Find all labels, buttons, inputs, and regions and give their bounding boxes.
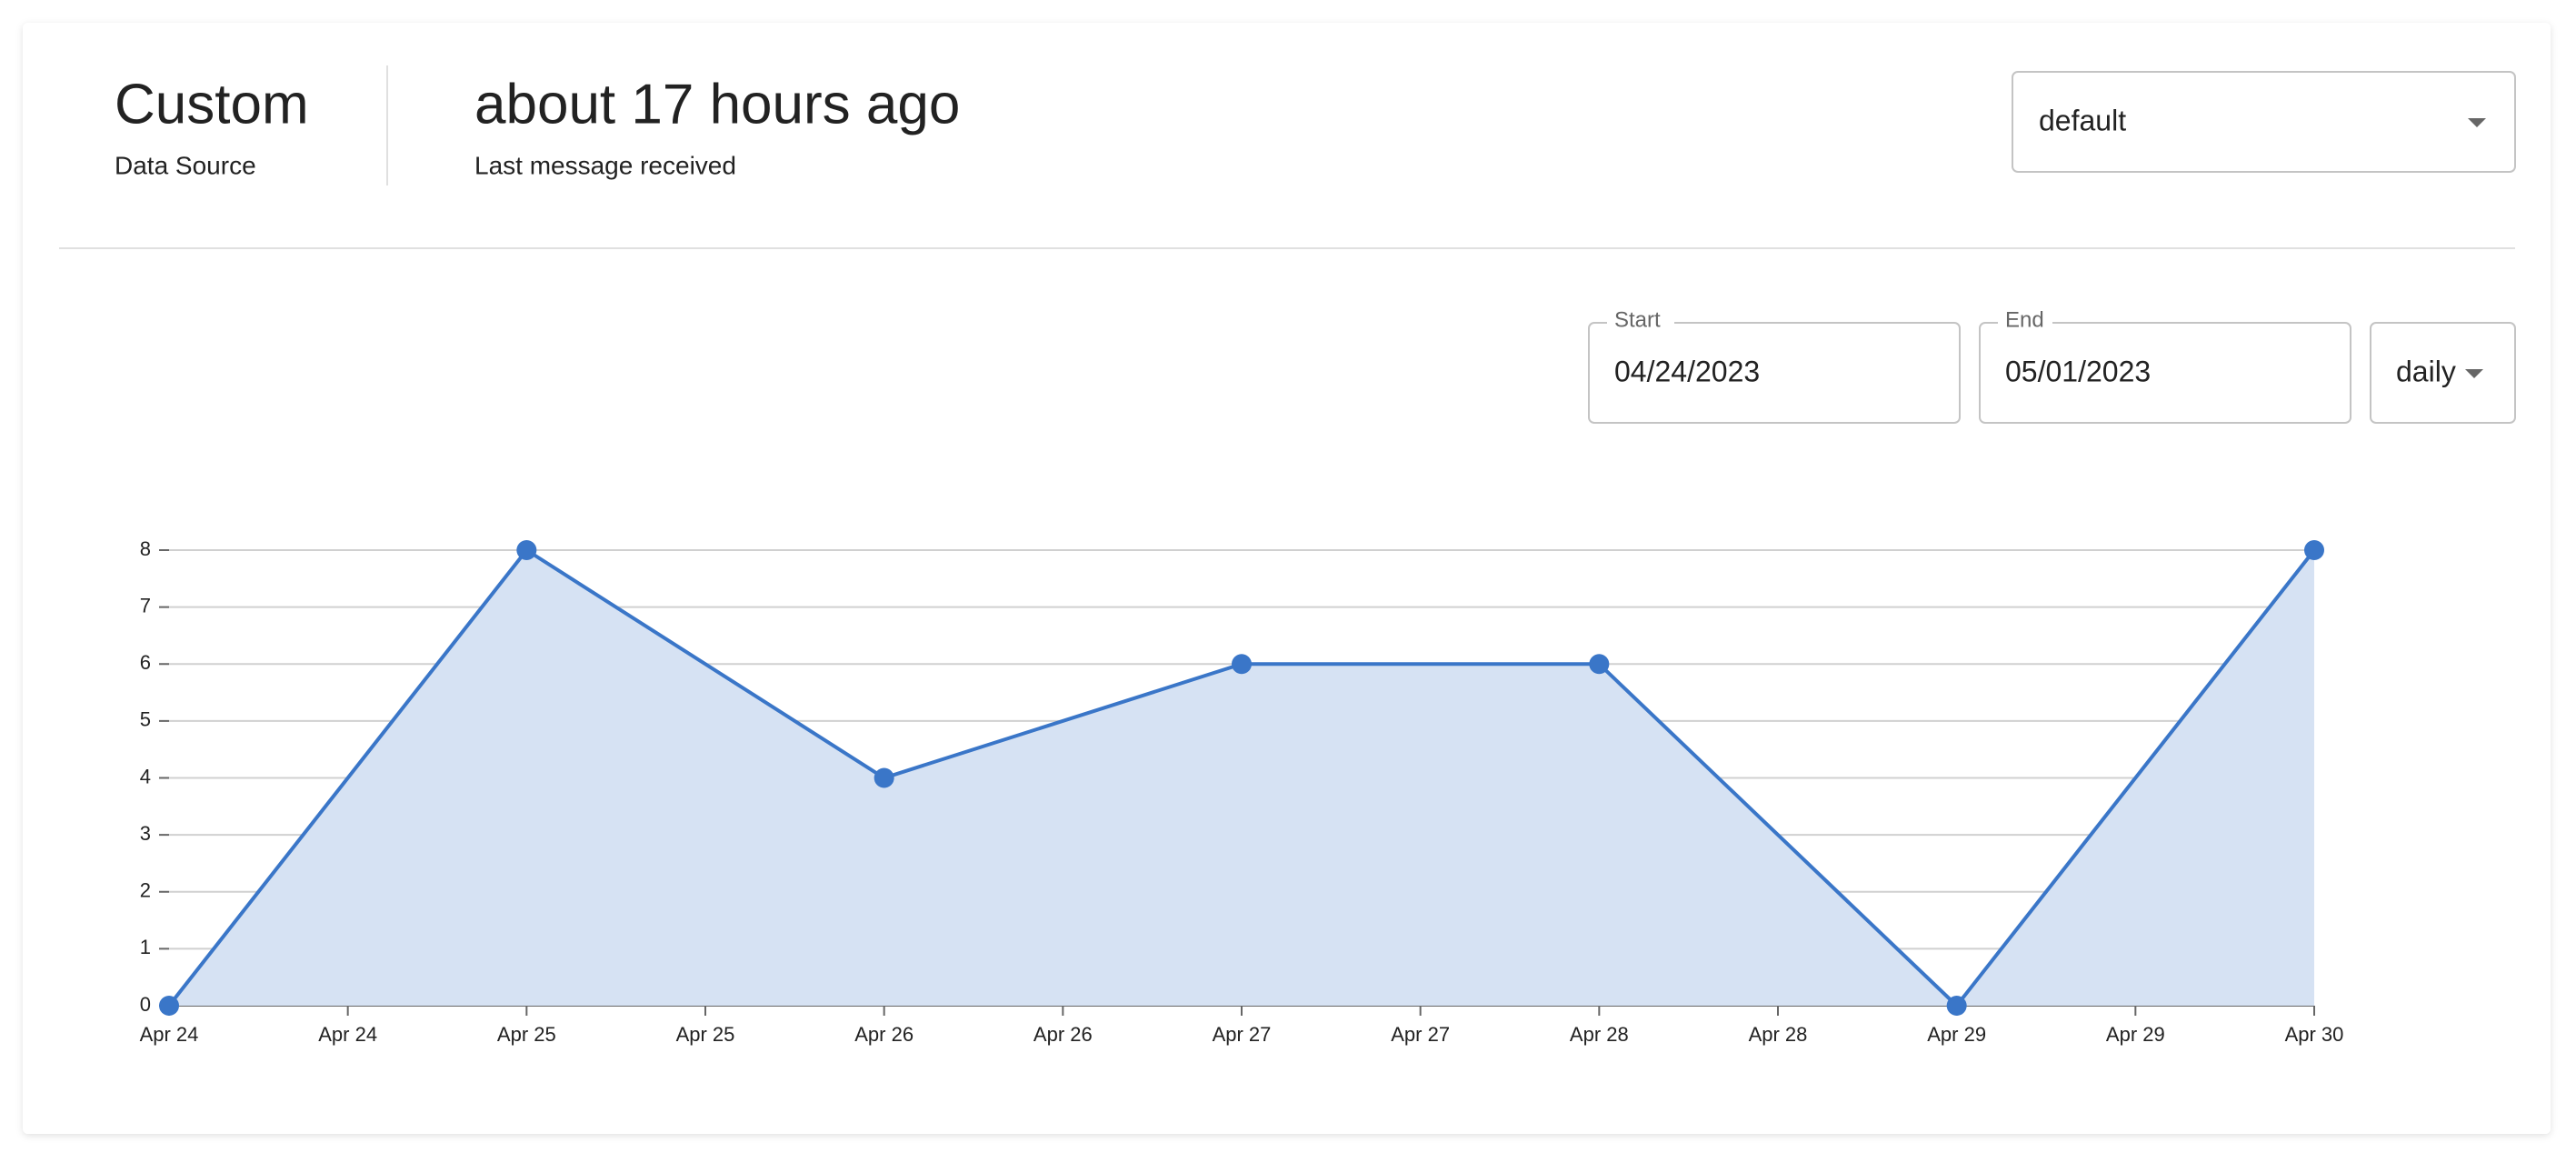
source-caption: Data Source [115,151,256,179]
start-label: Start [1614,307,1661,332]
dropdown-icon [2465,369,2483,378]
x-tick-label: Apr 27 [1391,1023,1450,1046]
end-input[interactable] [1979,322,2351,424]
select-box[interactable] [2012,71,2516,173]
x-tick-label: Apr 26 [854,1023,914,1046]
x-tick-label: Apr 30 [2285,1023,2344,1046]
start-input[interactable] [1588,322,1961,424]
end-value: 05/01/2023 [2005,355,2151,387]
y-tick-label: 7 [140,594,151,617]
x-tick-label: Apr 29 [2106,1023,2165,1046]
interval-value: daily [2396,355,2456,387]
y-tick-label: 4 [140,765,151,787]
x-tick-label: Apr 28 [1570,1023,1629,1046]
point [1589,654,1610,675]
start-value: 04/24/2023 [1614,355,1760,387]
y-tick-label: 3 [140,822,151,845]
select-value: default [2039,104,2126,136]
point [1946,996,1967,1016]
y-tick-label: 6 [140,651,151,674]
y-tick-label: 5 [140,708,151,731]
dropdown-icon [2468,118,2486,127]
y-tick-label: 8 [140,537,151,560]
last-message-caption: Last message received [474,151,736,179]
point [874,767,894,788]
label-gap [1607,309,1674,331]
y-tick-label: 1 [140,936,151,958]
last-message: about 17 hours ago [474,73,960,135]
end-label: End [2005,307,2044,332]
interval-select[interactable] [2370,322,2516,424]
x-tick-label: Apr 27 [1213,1023,1272,1046]
source-title: Custom [115,73,309,135]
x-tick-label: Apr 25 [497,1023,556,1046]
point [2304,540,2324,560]
y-tick-label: 2 [140,879,151,902]
x-tick-label: Apr 28 [1749,1023,1808,1046]
point [159,996,179,1016]
chart: 0 1 2 3 4 5 6 7 8 Apr 24 Apr 24 Apr 25 Apr 25 Apr 26 A… [140,537,2344,1046]
x-tick-label: Apr 25 [676,1023,735,1046]
point [516,540,537,560]
label-gap [1998,309,2052,331]
x-tick-label: Apr 24 [318,1023,377,1046]
select[interactable]: default [2012,71,2516,173]
x-tick-label: Apr 29 [1927,1023,1986,1046]
x-tick-label: Apr 24 [140,1023,199,1046]
x-tick-label: Apr 26 [1033,1023,1093,1046]
point [1232,654,1252,675]
y-tick-label: 0 [140,993,151,1016]
